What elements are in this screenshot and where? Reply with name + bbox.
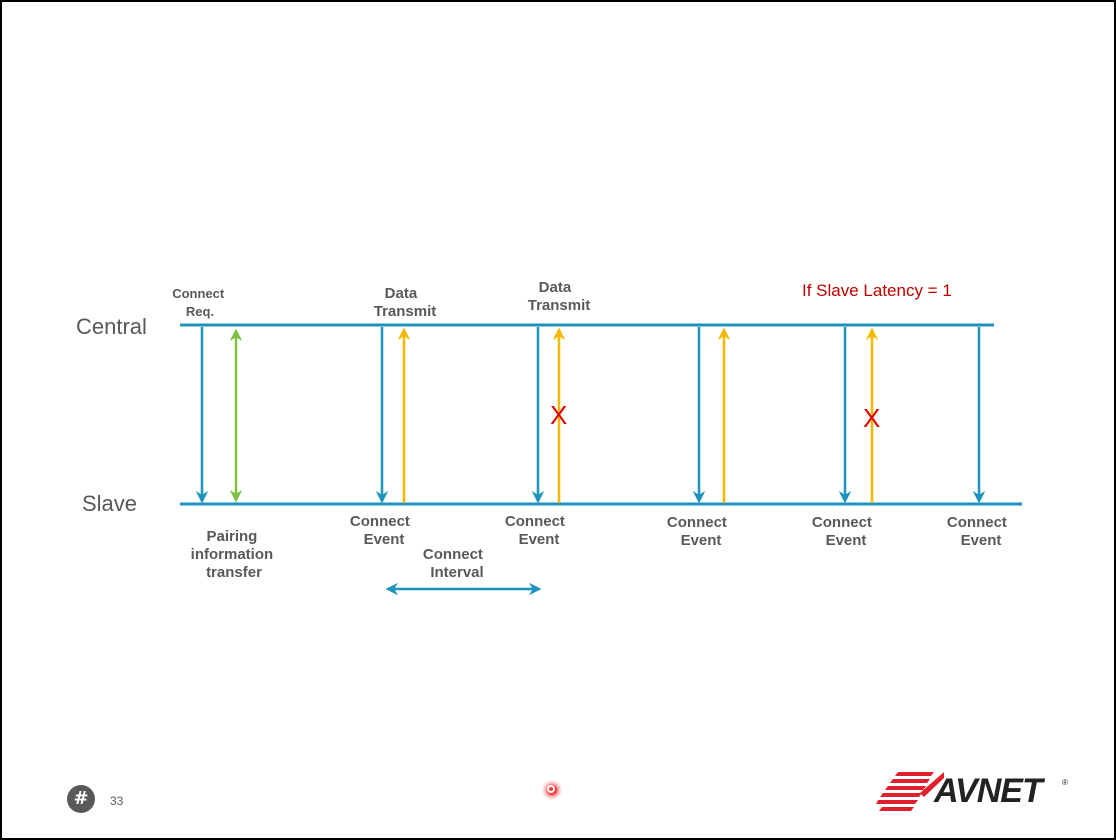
central-label: Central [76, 314, 147, 339]
connect-interval-label: Connect Interval [423, 546, 487, 581]
data-transmit-label-2: Data Transmit [528, 279, 591, 314]
x-mark-2: X [863, 403, 880, 433]
slave-latency-note: If Slave Latency = 1 [802, 281, 952, 300]
connect-event-label-2: Connect Event [505, 513, 569, 548]
avnet-logo: AVNET ® [876, 770, 1076, 816]
hash-icon: # [67, 785, 95, 813]
pairing-label: Pairing information transfer [191, 528, 278, 581]
connect-event-label-3: Connect Event [667, 514, 731, 549]
avnet-logo-mark [876, 772, 944, 811]
connect-event-label-5: Connect Event [947, 514, 1011, 549]
laser-pointer [542, 780, 562, 800]
x-mark-1: X [550, 400, 567, 430]
connect-event-label-1: Connect Event [350, 513, 414, 548]
data-transmit-label-1: Data Transmit [374, 285, 437, 320]
slave-label: Slave [82, 491, 137, 516]
avnet-logo-text: AVNET [934, 772, 1043, 810]
connect-event-label-4: Connect Event [812, 514, 876, 549]
connect-req-label: Connect Req. [172, 286, 228, 319]
registered-mark: ® [1062, 778, 1068, 787]
page-number: 33 [110, 794, 124, 808]
